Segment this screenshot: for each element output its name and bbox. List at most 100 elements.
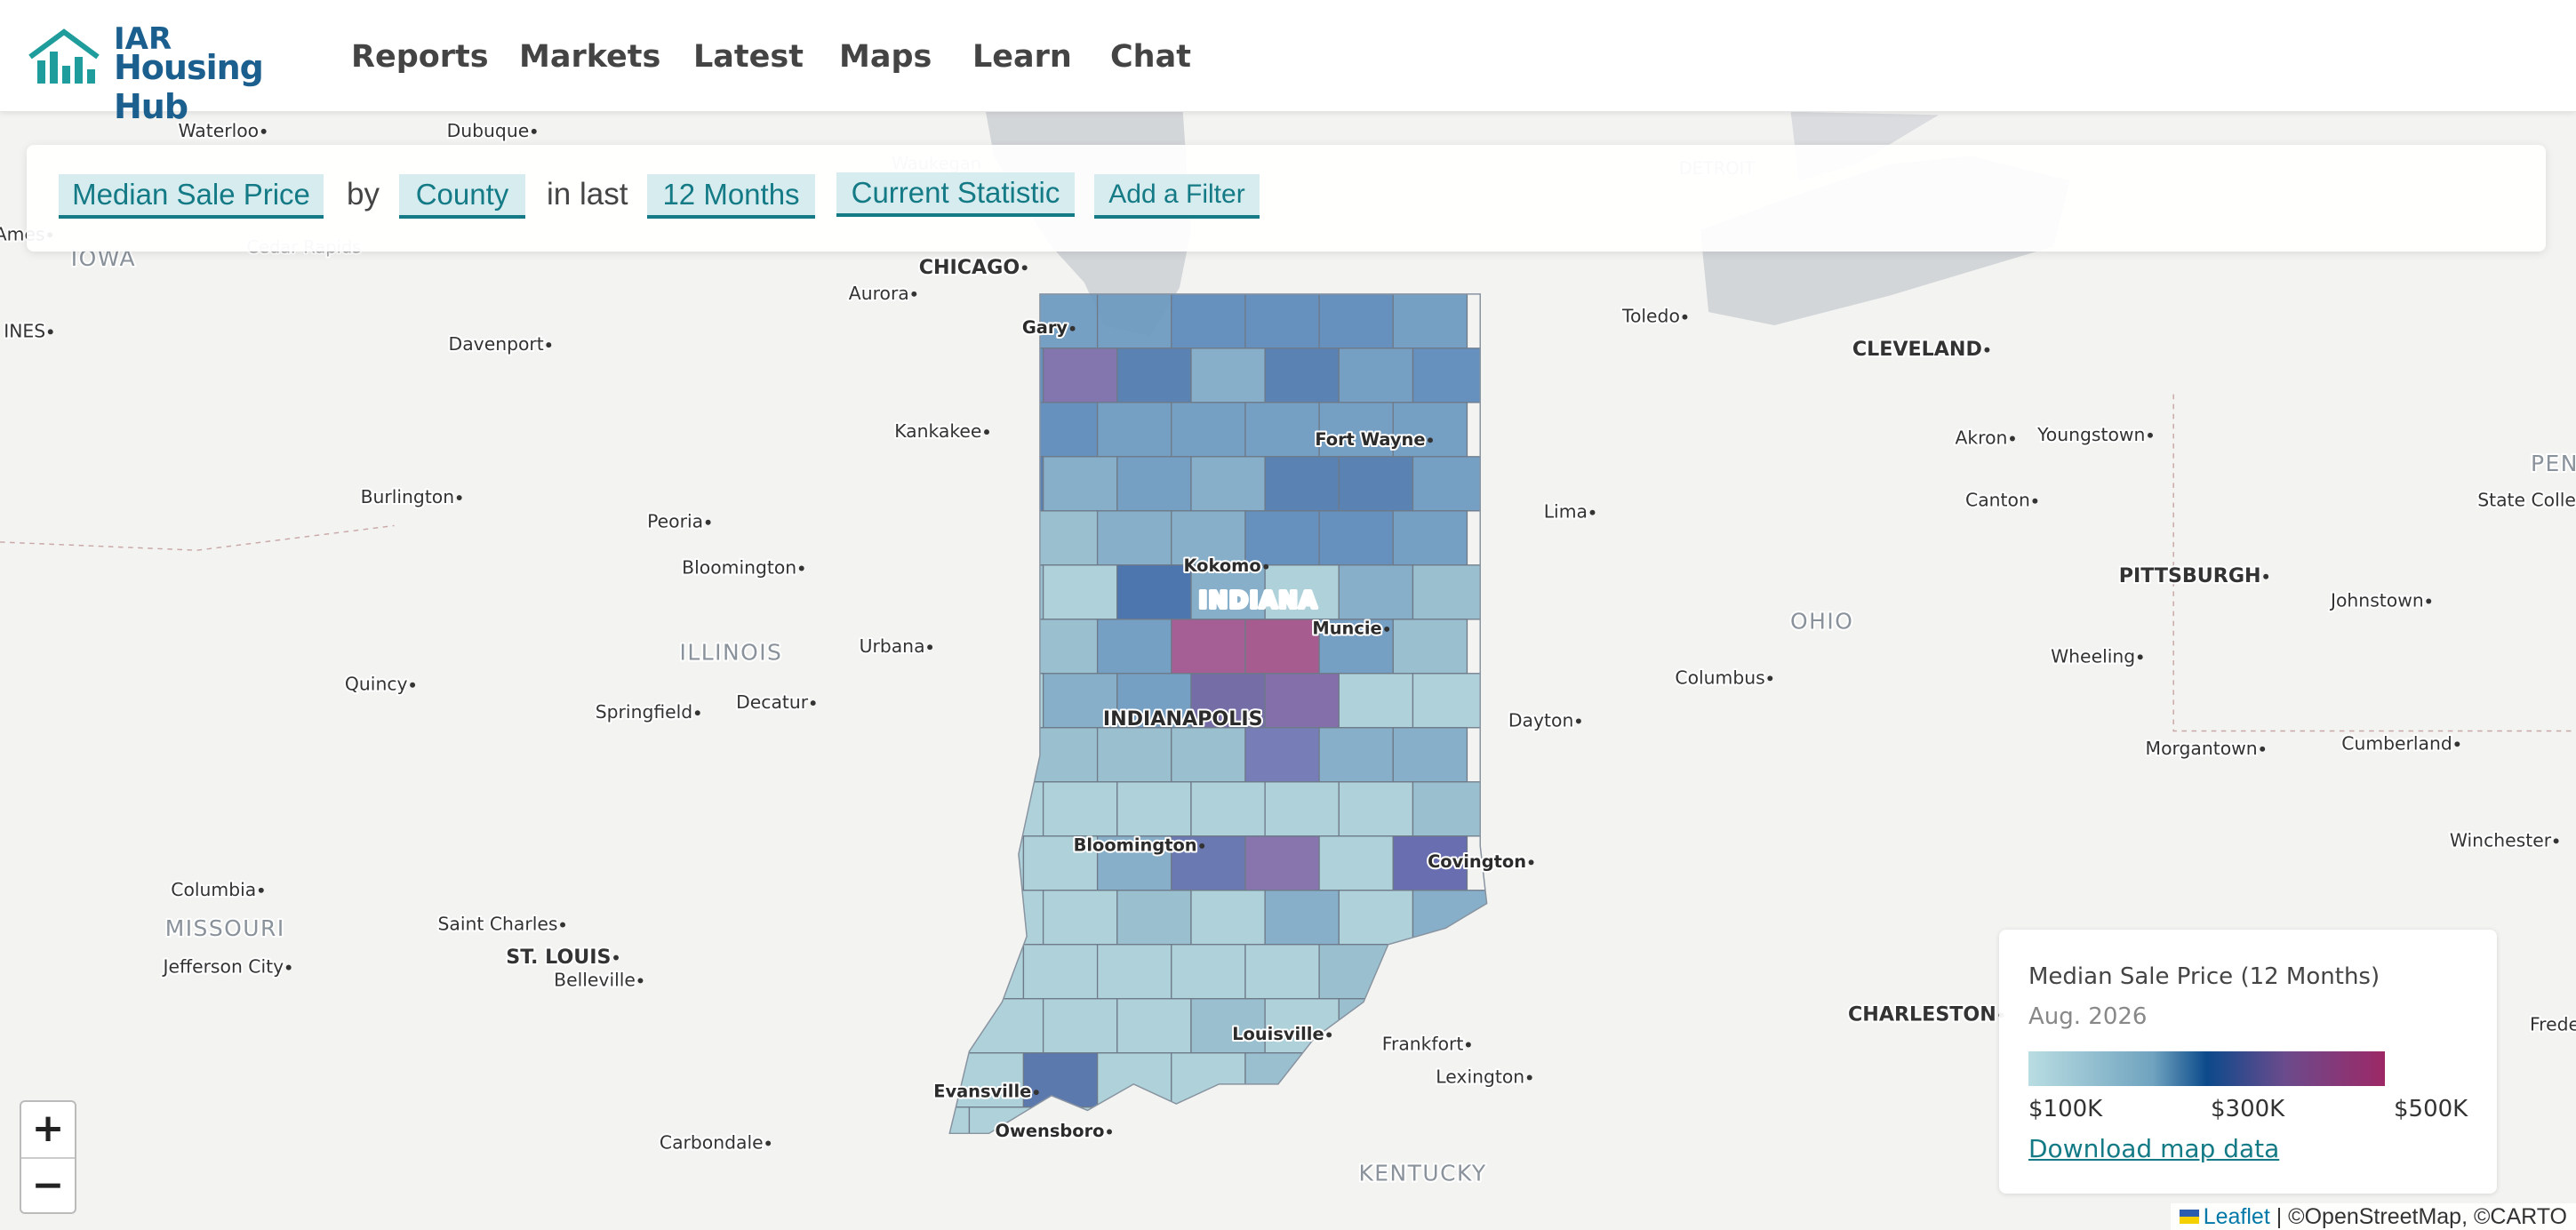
county xyxy=(1171,619,1246,675)
city-dot xyxy=(2426,598,2432,604)
attribution-link[interactable]: Leaflet xyxy=(2203,1204,2270,1229)
county xyxy=(968,998,1044,1054)
county xyxy=(1412,347,1487,403)
city-dot xyxy=(1384,626,1390,632)
city-dot xyxy=(260,128,267,134)
county xyxy=(1412,673,1487,729)
county xyxy=(1042,890,1118,946)
map-label: CLEVELAND xyxy=(1852,338,1982,361)
map-label: Jefferson City xyxy=(162,956,284,978)
county xyxy=(949,944,1025,1000)
map-labels: WaterlooDubuqueWaukeganDETROITIOWAAmesCe… xyxy=(0,118,2576,1188)
map-label: Dubuque xyxy=(447,120,530,141)
map-label: Carbondale xyxy=(660,1131,764,1153)
map-label: Canton xyxy=(1965,490,2030,511)
filter-chip[interactable]: 12 Months xyxy=(647,174,815,219)
county xyxy=(1244,944,1320,1000)
state-outline xyxy=(948,293,1488,1135)
county xyxy=(949,727,950,783)
county xyxy=(1244,835,1320,891)
legend-label: $100K xyxy=(2028,1096,2103,1122)
map-label: Fort Wayne xyxy=(1315,429,1425,450)
attribution: Leaflet | ©OpenStreetMap, ©CARTO xyxy=(2170,1203,2576,1230)
filter-chip[interactable]: Add a Filter xyxy=(1094,174,1260,219)
city-dot xyxy=(2137,654,2143,660)
city-dot xyxy=(47,329,53,335)
county xyxy=(949,1106,971,1134)
county xyxy=(1392,510,1468,566)
county xyxy=(968,564,1044,620)
city-dot xyxy=(2032,498,2038,504)
map-label: State Colle xyxy=(2477,490,2576,511)
download-link[interactable]: Download map data xyxy=(2028,1134,2280,1163)
filter-text: by xyxy=(347,177,380,212)
map-label: Lima xyxy=(1544,501,1588,523)
county xyxy=(1264,781,1340,837)
county xyxy=(1190,564,1266,620)
map-label: Kankakee xyxy=(894,420,981,442)
zoom-out[interactable]: − xyxy=(31,1162,65,1208)
legend-gradient xyxy=(2028,1051,2385,1086)
city-dot xyxy=(1575,718,1581,724)
nav-link[interactable]: Latest xyxy=(693,39,804,75)
county xyxy=(1264,456,1340,512)
county xyxy=(1171,835,1246,891)
filter-text: in last xyxy=(547,177,628,212)
county xyxy=(1022,727,1099,783)
county xyxy=(1096,402,1172,458)
county xyxy=(1096,944,1172,1000)
county xyxy=(949,890,971,946)
county xyxy=(1264,673,1340,729)
nav-link[interactable]: Reports xyxy=(351,39,489,75)
map-label: Lexington xyxy=(1436,1066,1524,1087)
map-label: Saint Charles xyxy=(438,914,558,935)
county xyxy=(1244,402,1320,458)
nav-link[interactable]: Markets xyxy=(519,39,661,75)
county xyxy=(1338,456,1414,512)
filter-chip[interactable]: Current Statistic xyxy=(836,172,1075,217)
county xyxy=(1338,673,1414,729)
map-label: Burlington xyxy=(361,486,455,507)
city-dot xyxy=(1107,1129,1113,1135)
map-label: INDIANA xyxy=(1199,587,1318,614)
county xyxy=(1318,944,1394,1000)
county xyxy=(1171,293,1246,349)
nav-link[interactable]: Learn xyxy=(972,39,1072,75)
filter-chip[interactable]: County xyxy=(399,174,525,219)
county xyxy=(949,293,1025,349)
county xyxy=(1338,347,1414,403)
nav-link[interactable]: Maps xyxy=(839,39,932,75)
county xyxy=(1116,1106,1192,1134)
county xyxy=(949,347,971,403)
logo[interactable]: IAR Housing Hub xyxy=(27,21,302,126)
filter-chip[interactable]: Median Sale Price xyxy=(59,174,324,219)
county xyxy=(1096,293,1172,349)
county xyxy=(1116,456,1192,512)
county xyxy=(949,781,971,837)
city-dot xyxy=(1528,859,1534,866)
map-label: ILLINOIS xyxy=(680,640,783,666)
map-label: Columbus xyxy=(1675,667,1764,688)
county xyxy=(1022,510,1099,566)
county xyxy=(1096,510,1172,566)
county xyxy=(1022,835,1099,891)
city-dot xyxy=(765,1140,772,1146)
filter-bar: Median Sale Price by County in last 12 M… xyxy=(27,145,2546,252)
nav-link[interactable]: Chat xyxy=(1110,39,1191,75)
map-label: Waterloo xyxy=(179,120,260,141)
county xyxy=(1190,781,1266,837)
map-label: Bloomington xyxy=(682,557,796,579)
map-label: Owensboro xyxy=(996,1121,1105,1141)
city-dot xyxy=(2260,746,2266,752)
zoom-in[interactable]: + xyxy=(21,1102,75,1159)
county xyxy=(1264,1106,1340,1134)
city-dot xyxy=(1326,1032,1332,1038)
map-label: Frede xyxy=(2530,1013,2576,1034)
county xyxy=(1412,781,1487,837)
county xyxy=(949,727,1025,783)
county xyxy=(1116,564,1192,620)
county xyxy=(1116,890,1192,946)
county xyxy=(1171,402,1246,458)
city-dot xyxy=(456,495,462,500)
